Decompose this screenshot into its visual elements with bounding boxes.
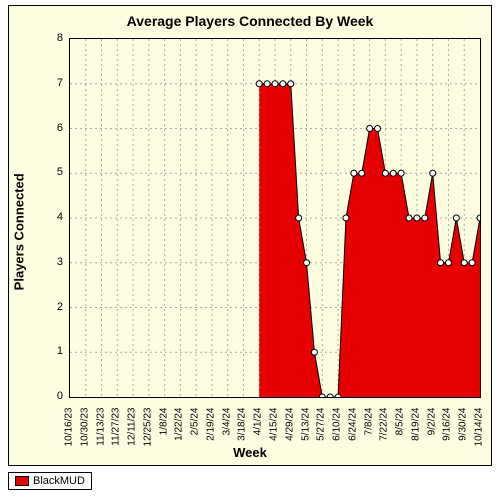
x-tick-label: 3/18/24: [237, 408, 248, 450]
x-tick-label: 4/29/24: [284, 408, 295, 450]
y-axis-title: Players Connected: [12, 173, 27, 290]
x-tick-label: 11/13/23: [95, 408, 106, 450]
x-tick-label: 9/30/24: [458, 408, 469, 450]
x-tick-label: 8/19/24: [410, 408, 421, 450]
x-tick-label: 7/22/24: [379, 408, 390, 450]
x-tick-label: 10/30/23: [79, 408, 90, 450]
x-tick-label: 7/8/24: [363, 408, 374, 450]
x-tick-label: 12/11/23: [127, 408, 138, 450]
chart-frame: Average Players Connected By Week Player…: [8, 5, 492, 466]
y-tick-label: 0: [43, 390, 63, 402]
x-tick-label: 6/10/24: [332, 408, 343, 450]
y-tick-label: 7: [43, 77, 63, 89]
y-tick-label: 3: [43, 256, 63, 268]
x-tick-label: 1/22/24: [174, 408, 185, 450]
x-tick-label: 5/27/24: [316, 408, 327, 450]
legend-swatch: [15, 476, 29, 486]
legend: BlackMUD: [8, 472, 92, 490]
x-tick-label: 9/2/24: [426, 408, 437, 450]
x-tick-label: 1/8/24: [158, 408, 169, 450]
plot-area: [69, 38, 481, 398]
y-tick-label: 2: [43, 301, 63, 313]
chart-container: Average Players Connected By Week Player…: [0, 0, 500, 500]
y-tick-label: 4: [43, 211, 63, 223]
x-tick-label: 11/27/23: [111, 408, 122, 450]
legend-label: BlackMUD: [33, 475, 85, 487]
chart-svg: [70, 39, 480, 397]
x-tick-label: 3/4/24: [221, 408, 232, 450]
x-tick-label: 6/24/24: [347, 408, 358, 450]
x-tick-label: 9/16/24: [442, 408, 453, 450]
y-tick-label: 1: [43, 345, 63, 357]
x-tick-label: 10/16/23: [64, 408, 75, 450]
x-tick-label: 2/19/24: [205, 408, 216, 450]
x-tick-label: 12/25/23: [142, 408, 153, 450]
y-tick-label: 5: [43, 166, 63, 178]
x-tick-label: 5/13/24: [300, 408, 311, 450]
chart-title: Average Players Connected By Week: [9, 13, 491, 29]
y-tick-label: 8: [43, 32, 63, 44]
x-tick-label: 4/1/24: [253, 408, 264, 450]
y-tick-label: 6: [43, 122, 63, 134]
x-tick-label: 2/5/24: [190, 408, 201, 450]
x-tick-label: 4/15/24: [269, 408, 280, 450]
x-tick-label: 10/14/24: [474, 408, 485, 450]
x-tick-label: 8/5/24: [395, 408, 406, 450]
